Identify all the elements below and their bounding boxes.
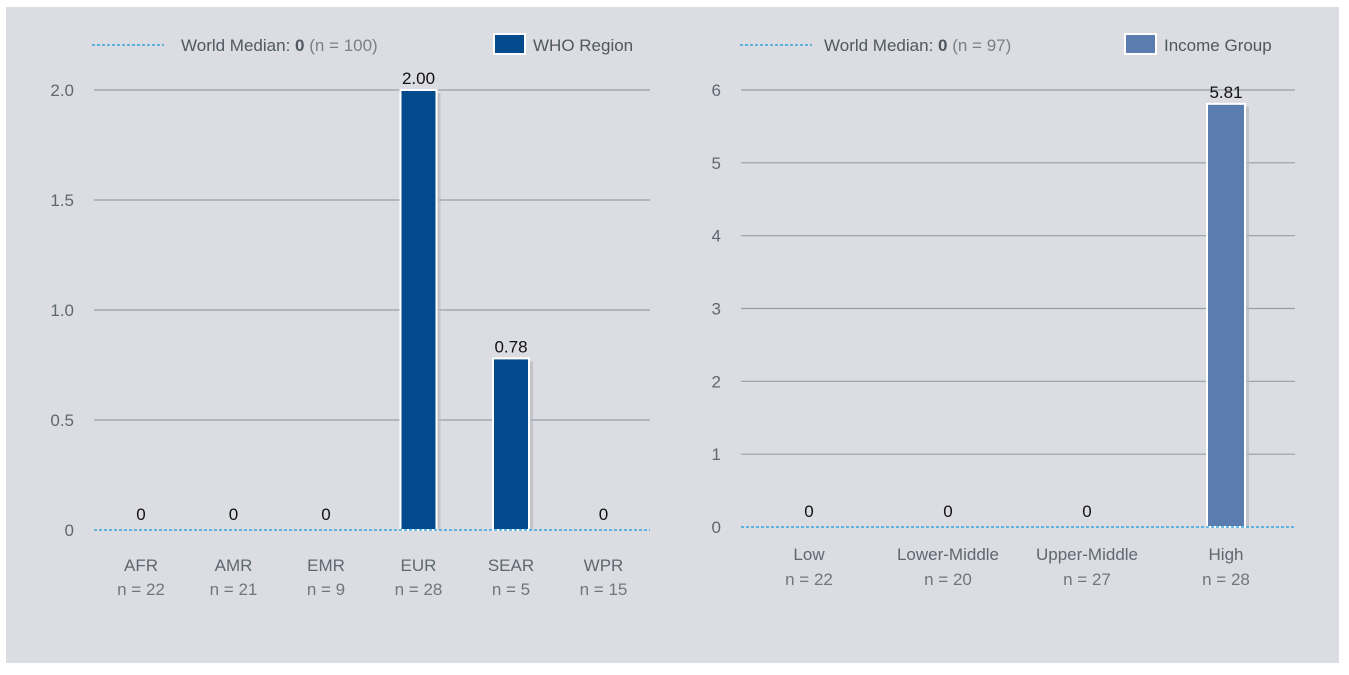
bar-value-label: 0 [321,505,330,524]
legend-median-n: (n = 100) [304,36,377,55]
bar-value-label: 0 [1082,502,1091,521]
bar [1206,102,1246,528]
x-category-label: Upper-Middle [1036,545,1138,564]
x-n-label: n = 21 [210,580,258,599]
x-category-label: WPR [584,556,624,575]
x-n-label: n = 20 [924,570,972,589]
bar-value-label: 0.78 [494,337,527,356]
x-n-label: n = 15 [580,580,628,599]
y-tick-label: 2 [712,372,721,391]
x-n-label: n = 9 [307,580,345,599]
x-category-label: Low [793,545,825,564]
bar [399,89,438,531]
x-n-label: n = 27 [1063,570,1111,589]
y-tick-label: 6 [712,81,721,100]
y-tick-label: 1 [712,445,721,464]
y-tick-label: 0.5 [50,411,74,430]
x-category-label: EUR [401,556,437,575]
bar-value-label: 0 [229,505,238,524]
bar-value-label: 0 [599,505,608,524]
y-tick-label: 5 [712,154,721,173]
legend-median-value: 0 [295,36,304,55]
y-tick-label: 0 [712,518,721,537]
y-tick-label: 2.0 [50,81,74,100]
legend-series-swatch [493,33,526,55]
legend-median-text: World Median: 0 (n = 100) [181,36,378,55]
y-tick-label: 0 [65,521,74,540]
chart-panel: 0 0.5 1.0 1.5 2.0 0 AFR n = 22 0 AMR n = 21 0 EMR n =… [6,7,1339,663]
x-category-label: SEAR [488,556,534,575]
bar-value-label: 5.81 [1209,83,1242,102]
bar [492,357,530,531]
x-n-label: n = 22 [785,570,833,589]
legend-median-text: World Median: 0 (n = 97) [824,36,1011,55]
y-tick-label: 1.0 [50,301,74,320]
bar-value-label: 2.00 [402,69,435,88]
x-n-label: n = 28 [395,580,443,599]
legend-series-swatch [1124,33,1157,55]
bar-value-label: 0 [943,502,952,521]
bar-value-label: 0 [804,502,813,521]
x-category-label: AMR [215,556,253,575]
legend-median-label: World Median: [181,36,295,55]
x-category-label: AFR [124,556,158,575]
x-category-label: High [1209,545,1244,564]
x-n-label: n = 5 [492,580,530,599]
y-tick-label: 1.5 [50,191,74,210]
legend-median-n: (n = 97) [947,36,1011,55]
legend-median-value: 0 [938,36,947,55]
x-category-label: EMR [307,556,345,575]
x-n-label: n = 22 [117,580,165,599]
y-tick-label: 3 [712,300,721,319]
x-category-label: Lower-Middle [897,545,999,564]
legend-series-label: Income Group [1164,36,1272,55]
x-n-label: n = 28 [1202,570,1250,589]
legend-series-label: WHO Region [533,36,633,55]
legend-median-label: World Median: [824,36,938,55]
bar-value-label: 0 [136,505,145,524]
y-tick-label: 4 [712,227,721,246]
